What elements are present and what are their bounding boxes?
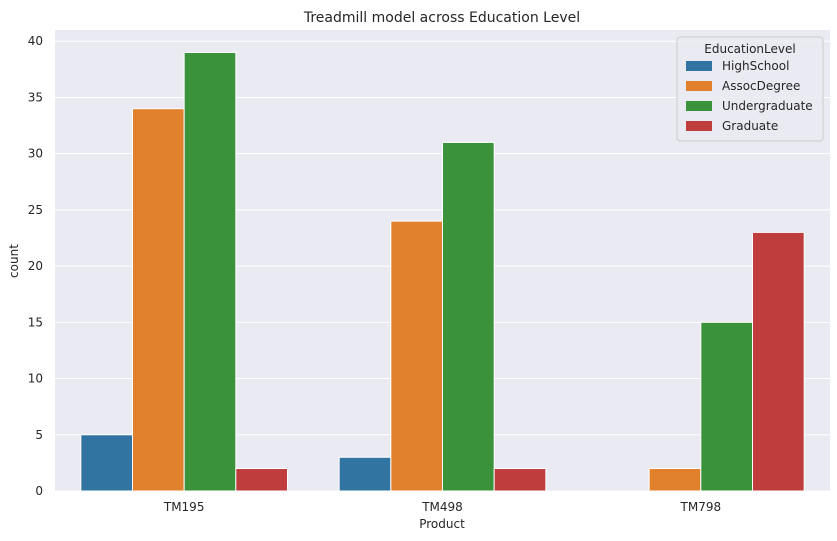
- y-tick-label: 10: [28, 372, 43, 386]
- y-tick-label: 30: [28, 147, 43, 161]
- legend-swatch-highschool: [686, 61, 712, 71]
- bar-undergraduate-tm498: [442, 141, 495, 492]
- y-tick-label: 20: [28, 259, 43, 273]
- legend-label-graduate: Graduate: [722, 119, 778, 133]
- y-tick-label: 40: [28, 34, 43, 48]
- x-tick-label: TM798: [680, 500, 722, 514]
- bar-highschool-tm498: [338, 456, 392, 492]
- y-tick-label: 15: [28, 315, 43, 329]
- legend-swatch-graduate: [686, 121, 712, 131]
- legend-box: [676, 36, 824, 142]
- bar-graduate-tm498: [493, 468, 547, 492]
- x-tick-label: TM498: [421, 500, 463, 514]
- bar-undergraduate-tm195: [183, 51, 237, 492]
- legend-swatch-undergraduate: [686, 101, 712, 111]
- legend-items: HighSchool AssocDegree Undergraduate Gradua…: [686, 59, 813, 133]
- bar-assocdegree-tm798: [648, 468, 702, 492]
- y-tick-labels: 0 5 10 15 20 25 30 35 40: [28, 34, 43, 498]
- bar-graduate-tm195: [235, 468, 288, 492]
- x-tick-label: TM195: [163, 500, 205, 514]
- bar-highschool-tm195: [80, 434, 134, 492]
- bar-graduate-tm798: [752, 231, 805, 492]
- x-tick-labels: TM195 TM498 TM798: [163, 500, 721, 514]
- legend-swatch-assocdegree: [686, 81, 712, 91]
- x-axis-label: Product: [419, 517, 465, 531]
- chart-title: Treadmill model across Education Level: [303, 10, 580, 26]
- y-tick-label: 35: [28, 90, 43, 104]
- y-tick-label: 25: [28, 203, 43, 217]
- y-tick-label: 0: [35, 484, 43, 498]
- y-tick-label: 5: [35, 428, 43, 442]
- legend-label-undergraduate: Undergraduate: [722, 99, 813, 113]
- legend-label-highschool: HighSchool: [722, 59, 789, 73]
- legend-title: EducationLevel: [704, 42, 795, 56]
- legend: EducationLevel HighSchool AssocDegree Unde…: [676, 36, 824, 142]
- bars: [80, 51, 805, 492]
- bar-undergraduate-tm798: [700, 321, 753, 492]
- y-axis-label: count: [7, 244, 21, 278]
- legend-label-assocdegree: AssocDegree: [722, 79, 800, 93]
- bar-assocdegree-tm498: [390, 220, 444, 492]
- bar-assocdegree-tm195: [132, 108, 185, 492]
